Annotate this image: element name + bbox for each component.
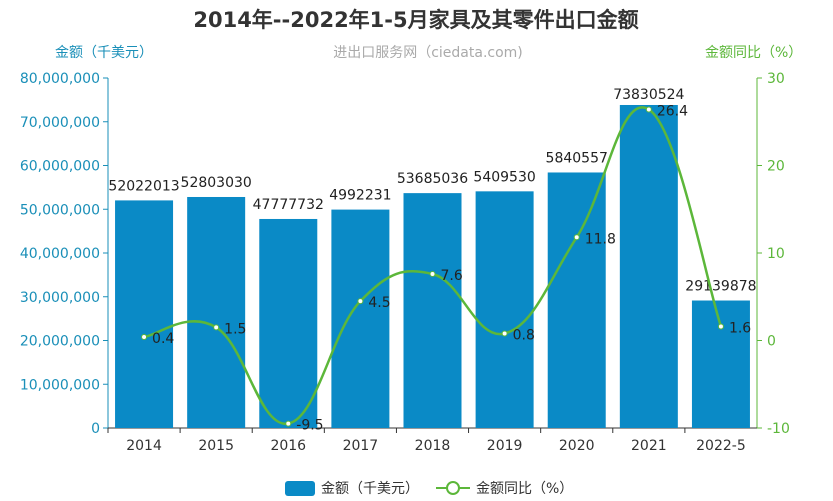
yoy-point xyxy=(645,106,652,113)
legend-bar-swatch xyxy=(285,481,315,496)
right-tick-label: 10 xyxy=(767,246,785,262)
bar xyxy=(475,191,534,428)
yoy-point xyxy=(141,334,148,340)
left-tick-label: 70,000,000 xyxy=(20,115,100,131)
x-tick-label: 2021 xyxy=(631,438,667,454)
left-tick-label: 0 xyxy=(91,421,100,437)
yoy-value-label: 4.5 xyxy=(368,295,390,311)
right-tick-label: 30 xyxy=(767,71,785,87)
bar-value-label: 47777732 xyxy=(253,197,324,213)
yoy-value-label: 1.6 xyxy=(729,321,751,337)
right-axis-title: 金额同比（%） xyxy=(705,45,802,61)
yoy-point xyxy=(429,271,436,277)
yoy-value-label: 7.6 xyxy=(441,268,463,284)
legend-bar-label: 金额（千美元） xyxy=(321,481,419,497)
x-tick-label: 2016 xyxy=(270,438,306,454)
yoy-value-label: 0.4 xyxy=(152,331,174,347)
legend-line-label: 金额同比（%） xyxy=(476,481,573,497)
left-axis-title: 金额（千美元） xyxy=(55,45,153,61)
legend[interactable]: 金额（千美元） 金额同比（%） xyxy=(285,481,573,497)
yoy-value-label: -9.5 xyxy=(296,418,323,434)
bar-value-label: 4992231 xyxy=(329,188,391,204)
x-tick-label: 2020 xyxy=(559,438,595,454)
right-tick-label: 20 xyxy=(767,159,785,175)
left-tick-label: 10,000,000 xyxy=(20,377,100,393)
bar xyxy=(259,218,318,428)
yoy-value-label: 1.5 xyxy=(224,321,246,337)
yoy-value-label: 0.8 xyxy=(513,328,535,344)
left-tick-label: 30,000,000 xyxy=(20,290,100,306)
left-tick-label: 60,000,000 xyxy=(20,159,100,175)
x-tick-label: 2017 xyxy=(343,438,379,454)
bar xyxy=(115,200,174,428)
yoy-point xyxy=(717,323,724,330)
x-tick-label: 2018 xyxy=(415,438,451,454)
right-tick-label: 0 xyxy=(767,334,776,350)
left-tick-label: 50,000,000 xyxy=(20,202,100,218)
bar xyxy=(187,196,246,428)
yoy-point xyxy=(213,324,220,331)
bar-value-label: 5409530 xyxy=(473,169,535,185)
left-tick-label: 80,000,000 xyxy=(20,71,100,87)
bar-value-label: 5840557 xyxy=(546,150,608,166)
bar-value-label: 29139878 xyxy=(685,279,756,295)
x-tick-label: 2015 xyxy=(198,438,234,454)
yoy-value-label: 26.4 xyxy=(657,104,688,120)
bar xyxy=(619,104,678,428)
x-tick-label: 2022-5 xyxy=(696,438,746,454)
x-tick-label: 2019 xyxy=(487,438,523,454)
chart-title: 2014年--2022年1-5月家具及其零件出口金额 xyxy=(193,8,638,32)
chart-subtitle: 进出口服务网（ciedata.com) xyxy=(333,45,523,61)
legend-line-marker xyxy=(446,481,460,495)
bar-value-label: 53685036 xyxy=(397,171,468,187)
bar xyxy=(331,209,390,428)
left-tick-label: 40,000,000 xyxy=(20,246,100,262)
left-tick-label: 20,000,000 xyxy=(20,334,100,350)
bar-value-label: 52803030 xyxy=(181,175,252,191)
yoy-point xyxy=(501,330,508,337)
yoy-point xyxy=(285,420,292,427)
right-tick-label: -10 xyxy=(767,421,790,437)
yoy-value-label: 11.8 xyxy=(585,231,616,247)
yoy-point xyxy=(573,234,580,241)
bar-value-label: 52022013 xyxy=(108,178,179,194)
bar xyxy=(403,193,462,428)
bar-value-label: 73830524 xyxy=(613,87,684,103)
bar xyxy=(547,172,606,428)
bar xyxy=(691,300,750,428)
yoy-point xyxy=(357,298,364,305)
x-tick-label: 2014 xyxy=(126,438,162,454)
